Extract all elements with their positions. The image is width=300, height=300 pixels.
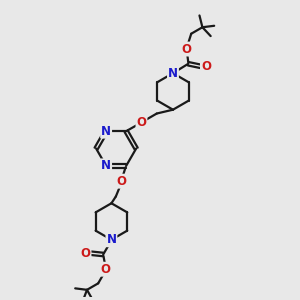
Text: O: O <box>80 247 91 260</box>
Text: O: O <box>136 116 146 129</box>
Text: N: N <box>106 233 116 246</box>
Text: N: N <box>101 125 111 138</box>
Text: N: N <box>101 159 111 172</box>
Text: O: O <box>117 175 127 188</box>
Text: O: O <box>100 263 110 276</box>
Text: O: O <box>201 60 211 73</box>
Text: N: N <box>168 67 178 80</box>
Text: O: O <box>182 43 192 56</box>
